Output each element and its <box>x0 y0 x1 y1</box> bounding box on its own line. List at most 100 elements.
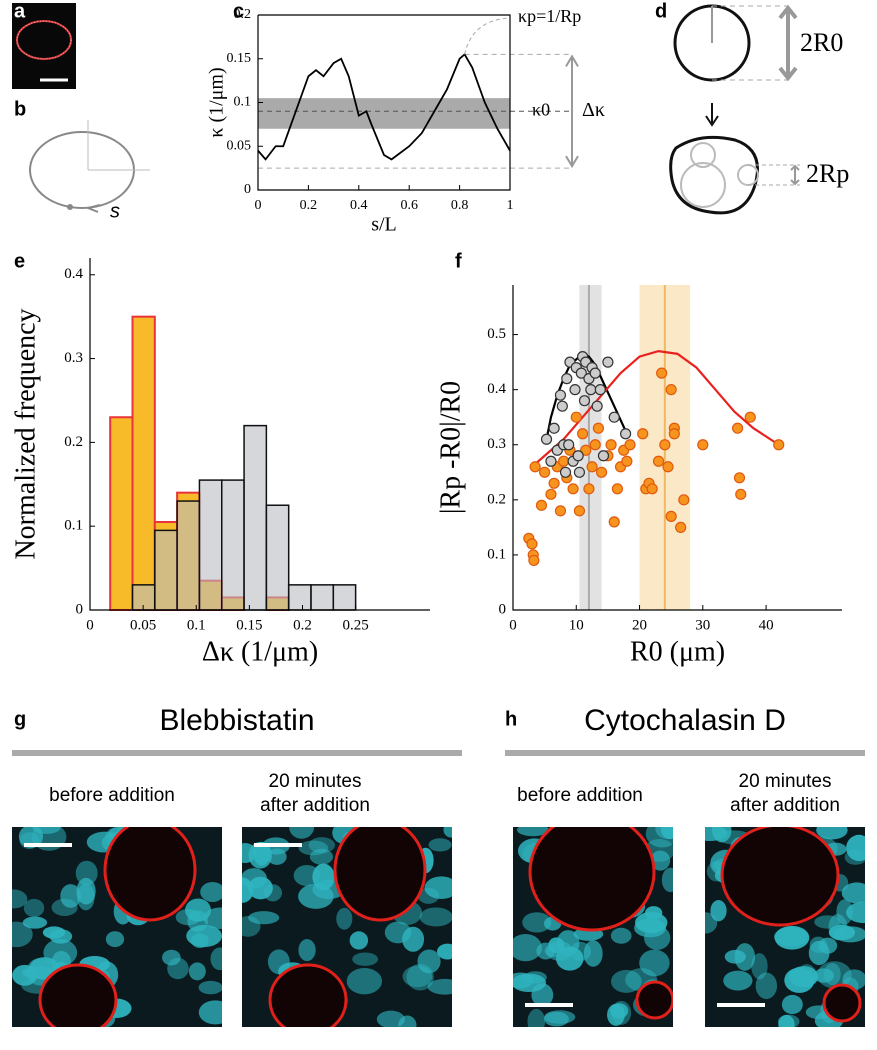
micrograph <box>12 827 222 1027</box>
nucleus <box>242 842 257 864</box>
x-tick-label: 0.2 <box>293 617 312 633</box>
point <box>576 428 589 440</box>
point <box>646 483 658 495</box>
point <box>573 505 586 517</box>
x-tick-label: 0.4 <box>350 198 368 213</box>
nucleus <box>417 949 441 974</box>
point <box>539 466 551 478</box>
x-tick-label: 0.25 <box>343 617 369 633</box>
point <box>554 505 567 517</box>
nucleus <box>263 884 283 902</box>
point <box>624 439 636 451</box>
y-axis-label: |Rp -R0|/R0 <box>435 381 466 514</box>
nucleus <box>710 900 727 922</box>
point <box>678 494 690 506</box>
nucleus <box>755 972 778 1000</box>
nucleus <box>527 1008 546 1027</box>
micrograph <box>705 827 865 1027</box>
x-tick-label: 0 <box>86 617 94 633</box>
point <box>735 488 747 500</box>
nucleus <box>846 834 865 862</box>
nucleus <box>818 937 838 954</box>
nucleus <box>198 980 222 995</box>
nucleus <box>774 925 810 950</box>
point <box>605 439 617 451</box>
bar <box>131 315 156 611</box>
cell <box>822 983 862 1023</box>
nucleus <box>544 944 564 958</box>
point <box>558 455 570 467</box>
x-tick-label: 10 <box>569 617 584 633</box>
micrograph <box>513 827 673 1027</box>
point <box>554 389 567 401</box>
y-tick-label: 0.4 <box>64 266 83 282</box>
nucleus <box>312 863 335 891</box>
nucleus <box>655 827 673 839</box>
nucleus <box>200 882 222 902</box>
nucleus <box>777 1014 800 1027</box>
panel-label: b <box>14 98 26 120</box>
point <box>529 461 541 473</box>
nucleus <box>522 912 552 933</box>
point <box>659 439 671 451</box>
caption: before addition <box>517 785 643 806</box>
micrograph <box>12 3 76 89</box>
nucleus <box>402 965 433 988</box>
nucleus <box>167 957 189 980</box>
nucleus <box>346 968 383 995</box>
cell <box>333 827 427 922</box>
point <box>583 483 595 495</box>
nucleus <box>198 1000 222 1025</box>
point <box>563 439 575 451</box>
x-axis-label: Δκ (1/μm) <box>202 636 318 667</box>
annotation: κp=1/Rp <box>518 6 581 26</box>
nucleus <box>419 907 452 927</box>
cell <box>103 827 197 922</box>
nucleus <box>723 970 753 991</box>
nucleus <box>76 877 96 905</box>
panel-title: Cytochalasin D <box>584 704 786 737</box>
caption: 20 minutes after addition <box>730 771 840 816</box>
cell <box>720 827 840 927</box>
nucleus <box>210 947 222 971</box>
nucleus <box>639 949 670 977</box>
nucleus <box>289 827 315 839</box>
point <box>592 422 605 434</box>
point <box>548 422 560 434</box>
nucleus <box>841 882 865 904</box>
point <box>773 439 785 451</box>
nucleus <box>185 898 212 922</box>
point <box>561 373 573 385</box>
point <box>675 521 687 533</box>
nucleus <box>724 949 746 964</box>
guide <box>748 164 800 186</box>
point <box>540 433 553 445</box>
nucleus <box>298 939 316 962</box>
point <box>591 400 603 412</box>
x-tick-label: 0.8 <box>451 198 469 213</box>
point <box>733 472 746 484</box>
bar <box>131 584 156 611</box>
point <box>559 466 572 478</box>
point <box>580 444 592 456</box>
y-tick-label: 0.4 <box>487 381 506 397</box>
point <box>556 400 568 412</box>
x-tick-label: 0.05 <box>130 617 156 633</box>
nucleus <box>424 876 452 900</box>
x-tick-label: 0.15 <box>236 617 262 633</box>
cell <box>635 980 673 1020</box>
nucleus <box>544 1011 569 1027</box>
y-tick-label: 0.1 <box>234 95 252 110</box>
point <box>662 461 674 473</box>
nucleus <box>23 898 45 918</box>
point <box>586 461 598 473</box>
panel-title: Blebbistatin <box>159 704 314 737</box>
nucleus <box>349 931 369 950</box>
point <box>620 428 632 440</box>
annotation: Δκ <box>582 99 605 121</box>
point <box>570 411 582 423</box>
panel-label: g <box>14 708 26 730</box>
x-tick-label: 0 <box>255 198 262 213</box>
y-tick-label: 0.2 <box>234 7 252 22</box>
nucleus <box>751 953 768 980</box>
